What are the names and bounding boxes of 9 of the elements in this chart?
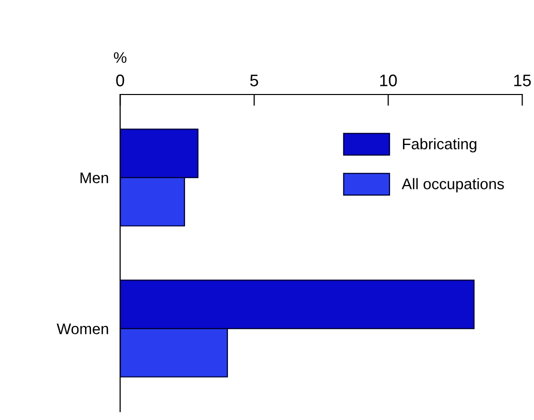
y-tick-label: Women [56, 324, 108, 334]
legend-label: All occupations [402, 178, 504, 192]
x-tick-label: 5 [250, 74, 258, 86]
x-tick-label: 0 [116, 74, 124, 86]
x-axis-title: % [114, 52, 126, 63]
x-tick-label: 10 [380, 74, 397, 86]
legend-label: Fabricating [402, 138, 476, 152]
x-tick-label: 15 [514, 74, 531, 86]
y-tick-label: Men [80, 172, 108, 184]
